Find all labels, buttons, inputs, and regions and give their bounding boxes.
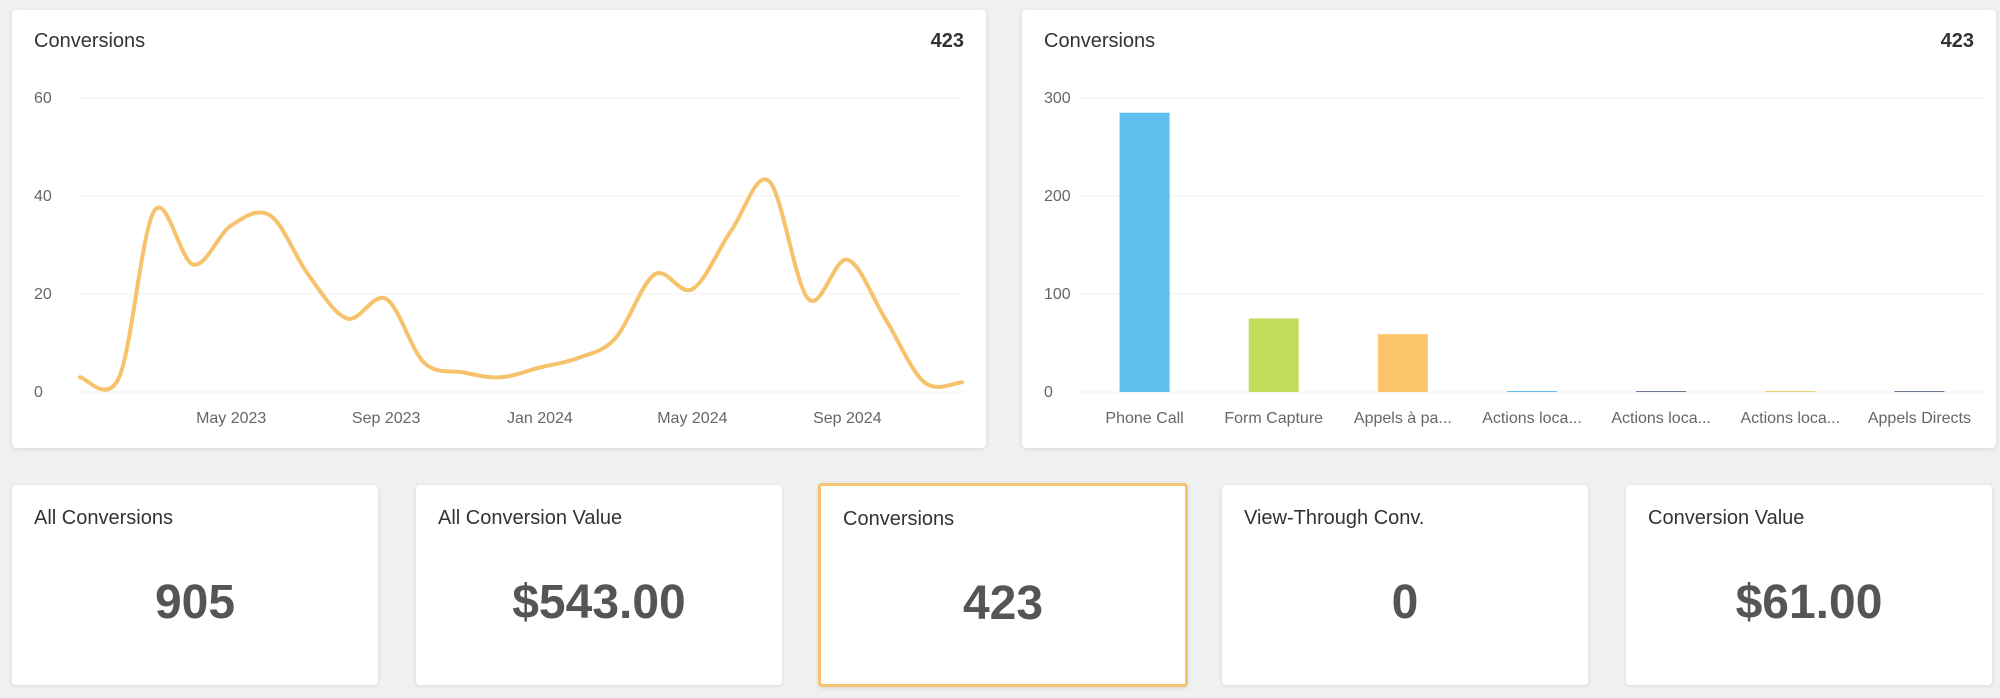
x-tick-label: Actions loca... [1740,410,1840,427]
line-chart-total: 423 [930,30,964,52]
bar-chart-card: Conversions 423 0 100 200 300 Phone Call Form… [1022,10,1996,448]
metric-value: $543.00 [512,576,686,629]
bar [1894,391,1945,392]
bar [1119,112,1170,392]
metric-card-all-conversion-value[interactable]: All Conversion Value $543.00 [416,485,782,685]
y-tick-label: 20 [34,286,52,303]
x-tick-label: Form Capture [1224,410,1323,427]
y-tick-label: 100 [1044,286,1071,303]
x-tick-label: Appels à pa... [1354,410,1452,427]
y-tick-label: 300 [1044,90,1071,107]
metric-value: 423 [962,577,1044,630]
metric-card-conversion-value[interactable]: Conversion Value $61.00 [1626,485,1992,685]
metric-label: All Conversions [34,507,173,529]
bar [1377,334,1428,392]
x-tick-label: Sep 2024 [813,410,882,427]
metric-card-conversions[interactable]: Conversions 423 [818,483,1188,687]
x-tick-label: May 2024 [657,410,727,427]
series-line [78,177,964,392]
line-chart: 0 20 40 60 May 2023 Sep 2023 Jan 2024 May 2024 S… [34,90,964,427]
x-tick-label: Sep 2023 [352,410,421,427]
bar-chart: 0 100 200 300 Phone Call Form Capture Appels à… [1044,90,1984,427]
bar-chart-total: 423 [1940,30,1974,52]
x-tick-label: Jan 2024 [507,410,573,427]
line-chart-title: Conversions [34,30,146,52]
metric-label: View-Through Conv. [1244,507,1425,529]
line-chart-card: Conversions 423 0 20 40 60 May 2023 Sep 2023 J… [12,10,986,448]
bar-chart-title: Conversions [1044,30,1156,52]
metric-label: All Conversion Value [438,507,623,529]
x-tick-label: Appels Directs [1868,410,1971,427]
x-tick-label: Actions loca... [1611,410,1711,427]
x-tick-label: May 2023 [196,410,266,427]
y-tick-label: 200 [1044,188,1071,205]
metric-label: Conversions [843,508,955,530]
metric-label: Conversion Value [1648,507,1805,529]
bar [1248,318,1299,392]
bar [1636,391,1687,392]
y-tick-label: 60 [34,90,52,107]
y-tick-label: 0 [34,384,43,401]
metric-value: 905 [154,576,236,629]
x-tick-label: Phone Call [1105,410,1183,427]
bar [1507,391,1557,392]
x-tick-label: Actions loca... [1482,410,1582,427]
y-tick-label: 0 [1044,384,1053,401]
bar [1765,391,1816,392]
metric-value: $61.00 [1735,576,1883,629]
metric-value: 0 [1391,576,1419,629]
metric-card-view-through-conv[interactable]: View-Through Conv. 0 [1222,485,1588,685]
y-tick-label: 40 [34,188,52,205]
metric-card-all-conversions[interactable]: All Conversions 905 [12,485,378,685]
